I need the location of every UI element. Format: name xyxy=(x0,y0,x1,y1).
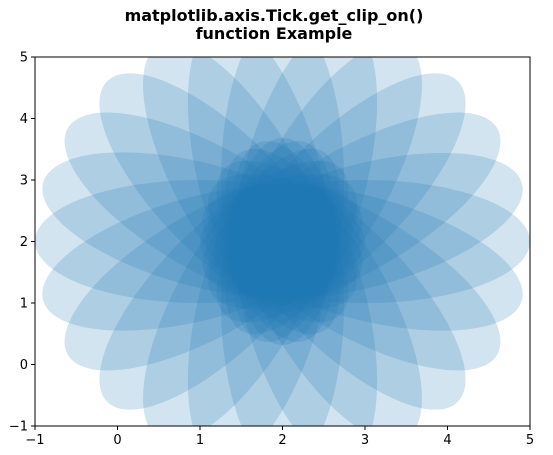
ellipse-12 xyxy=(35,180,365,303)
chart-title-line-2: function Example xyxy=(196,24,353,43)
x-tick-label: 1 xyxy=(196,433,204,448)
ellipse-2 xyxy=(208,112,501,309)
ellipse-0 xyxy=(200,180,530,303)
ellipse-9 xyxy=(99,73,349,323)
x-tick-label: 4 xyxy=(443,433,451,448)
ellipse-series xyxy=(35,57,530,426)
ellipse-13 xyxy=(42,184,363,331)
ellipse-1 xyxy=(202,152,523,300)
y-tick-label: 0 xyxy=(20,358,28,373)
ellipse-20 xyxy=(225,148,422,426)
ellipse-15 xyxy=(99,160,349,410)
ellipse-5 xyxy=(230,57,378,343)
x-tick-label: 5 xyxy=(526,433,534,448)
y-tick-label: 3 xyxy=(20,174,28,189)
y-tick-label: 1 xyxy=(20,297,28,312)
ellipse-11 xyxy=(42,152,363,299)
x-tick-label: 0 xyxy=(113,433,121,448)
y-axis: −1 0 1 2 3 4 5 xyxy=(9,51,35,435)
ellipse-23 xyxy=(202,184,523,331)
ellipse-17 xyxy=(187,140,335,426)
y-tick-label: 5 xyxy=(20,51,28,66)
ellipse-7 xyxy=(187,57,335,343)
ellipse-3 xyxy=(216,73,466,323)
y-tick-label: −1 xyxy=(9,420,28,435)
ellipse-18 xyxy=(221,138,344,426)
ellipse-21 xyxy=(216,160,466,410)
ellipse-22 xyxy=(208,174,501,371)
ellipse-8 xyxy=(143,57,340,335)
ellipse-16 xyxy=(143,148,340,426)
y-tick-label: 2 xyxy=(20,235,28,250)
ellipse-10 xyxy=(64,112,357,309)
x-tick-label: 2 xyxy=(278,433,286,448)
chart-title-line-1: matplotlib.axis.Tick.get_clip_on() xyxy=(125,6,424,25)
ellipse-4 xyxy=(225,57,422,335)
y-tick-label: 4 xyxy=(20,112,28,127)
x-tick-label: 3 xyxy=(361,433,369,448)
ellipse-6 xyxy=(221,57,344,345)
ellipse-14 xyxy=(64,174,357,371)
x-tick-label: −1 xyxy=(25,433,44,448)
plot-area xyxy=(34,56,531,427)
x-axis: −1 0 1 2 3 4 5 xyxy=(25,426,534,448)
ellipse-19 xyxy=(230,140,378,426)
